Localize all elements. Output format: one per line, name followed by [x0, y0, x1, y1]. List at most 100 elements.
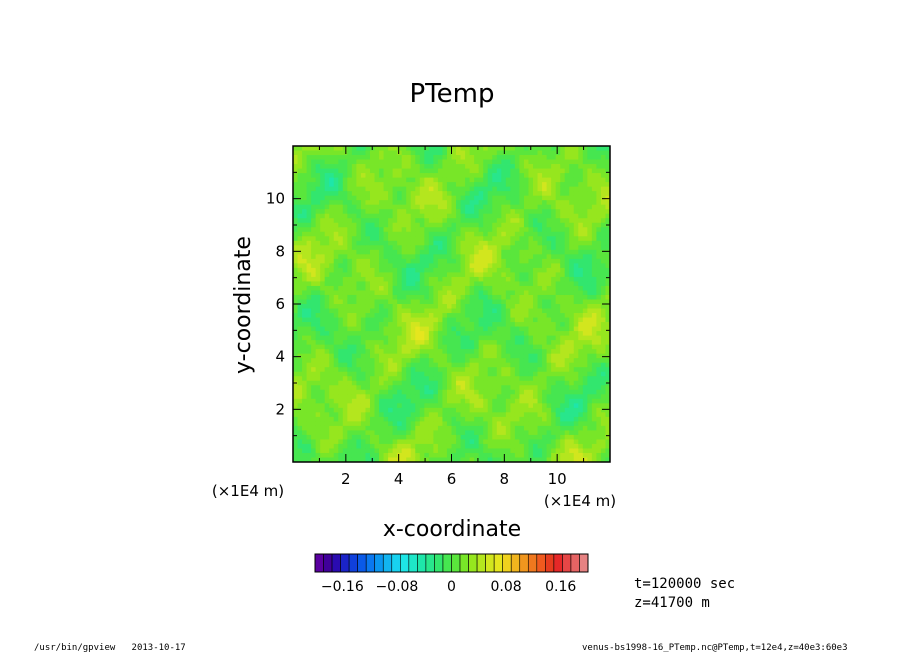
heatmap-cell [324, 146, 330, 151]
heatmap-cell [356, 421, 362, 427]
heatmap-cell [551, 434, 557, 440]
heatmap-cell [320, 389, 326, 395]
heatmap-cell [587, 412, 593, 418]
heatmap-cell [551, 267, 557, 273]
heatmap-cell [329, 358, 335, 364]
heatmap-cell [338, 209, 344, 215]
heatmap-cell [460, 452, 466, 458]
heatmap-cell [505, 209, 511, 215]
heatmap-cell [569, 164, 575, 169]
heatmap-cell [605, 385, 611, 391]
heatmap-cell [501, 294, 507, 300]
heatmap-cell [351, 258, 357, 264]
heatmap-cell [605, 340, 611, 346]
heatmap-cell [410, 168, 416, 174]
heatmap-cell [401, 407, 407, 413]
heatmap-cell [374, 398, 380, 404]
heatmap-cell [424, 159, 430, 165]
heatmap-cell [320, 173, 326, 178]
heatmap-cell [369, 367, 375, 373]
heatmap-cell [519, 173, 525, 178]
heatmap-cell [329, 177, 335, 183]
heatmap-cell [306, 155, 312, 160]
heatmap-cell [374, 407, 380, 413]
heatmap-cell [437, 376, 443, 382]
heatmap-cell [456, 358, 461, 364]
heatmap-cell [569, 146, 575, 151]
heatmap-cell [537, 276, 543, 282]
heatmap-cell [582, 421, 588, 427]
heatmap-cell [582, 209, 588, 215]
heatmap-cell [437, 231, 443, 237]
heatmap-cell [542, 362, 547, 368]
heatmap-cell [460, 380, 466, 386]
heatmap-cell [360, 434, 366, 440]
heatmap-cell [492, 412, 498, 418]
heatmap-cell [437, 340, 443, 346]
heatmap-cell [397, 425, 403, 431]
heatmap-cell [514, 308, 520, 314]
heatmap-cell [302, 389, 307, 395]
heatmap-cell [474, 281, 480, 287]
heatmap-cell [573, 267, 579, 273]
heatmap-cell [446, 290, 452, 296]
heatmap-cell [542, 159, 547, 165]
heatmap-cell [582, 344, 588, 350]
heatmap-cell [546, 425, 552, 431]
heatmap-cell [487, 200, 493, 206]
heatmap-cell [596, 267, 602, 273]
heatmap-cell [388, 439, 394, 445]
heatmap-cell [451, 236, 457, 242]
heatmap-cell [514, 304, 520, 309]
heatmap-cell [342, 173, 348, 178]
heatmap-cell [388, 371, 394, 377]
heatmap-cell [315, 263, 321, 269]
heatmap-cell [392, 200, 398, 206]
heatmap-cell [469, 177, 475, 183]
heatmap-cell [397, 267, 403, 273]
heatmap-cell [338, 443, 344, 449]
heatmap-cell [297, 313, 303, 318]
heatmap-cell [383, 425, 389, 431]
heatmap-cell [487, 371, 493, 377]
heatmap-cell [492, 349, 498, 355]
heatmap-cell [324, 443, 330, 449]
heatmap-cell [401, 240, 407, 246]
heatmap-cell [392, 285, 398, 291]
heatmap-cell [465, 191, 471, 197]
heatmap-cell [523, 258, 529, 264]
heatmap-cell [397, 213, 403, 219]
heatmap-cell [496, 227, 502, 233]
heatmap-cell [542, 281, 547, 287]
heatmap-cell [560, 231, 566, 237]
heatmap-cell [401, 317, 407, 323]
heatmap-cell [342, 398, 348, 404]
heatmap-cell [446, 285, 452, 291]
heatmap-cell [483, 213, 489, 219]
heatmap-cell [424, 340, 430, 346]
heatmap-cell [555, 416, 561, 422]
heatmap-cell [360, 403, 366, 409]
heatmap-cell [410, 412, 416, 418]
heatmap-cell [369, 439, 375, 445]
heatmap-cell [551, 209, 557, 215]
colorbar-segment [365, 553, 376, 573]
heatmap-cell [487, 290, 493, 296]
heatmap-cell [369, 331, 375, 336]
heatmap-cell [605, 376, 611, 382]
heatmap-cell [333, 385, 339, 391]
heatmap-cell [478, 218, 484, 224]
heatmap-cell [564, 195, 570, 201]
heatmap-cell [456, 213, 461, 219]
heatmap-cell [487, 173, 493, 178]
heatmap-cell [410, 267, 416, 273]
heatmap-cell [392, 344, 398, 350]
heatmap-cell [469, 231, 475, 237]
heatmap-cell [528, 254, 534, 260]
heatmap-cell [433, 281, 439, 287]
heatmap-cell [555, 335, 561, 341]
heatmap-cell [501, 349, 507, 355]
heatmap-cell [365, 245, 371, 251]
heatmap-cell [578, 412, 584, 418]
heatmap-cell [333, 150, 339, 156]
